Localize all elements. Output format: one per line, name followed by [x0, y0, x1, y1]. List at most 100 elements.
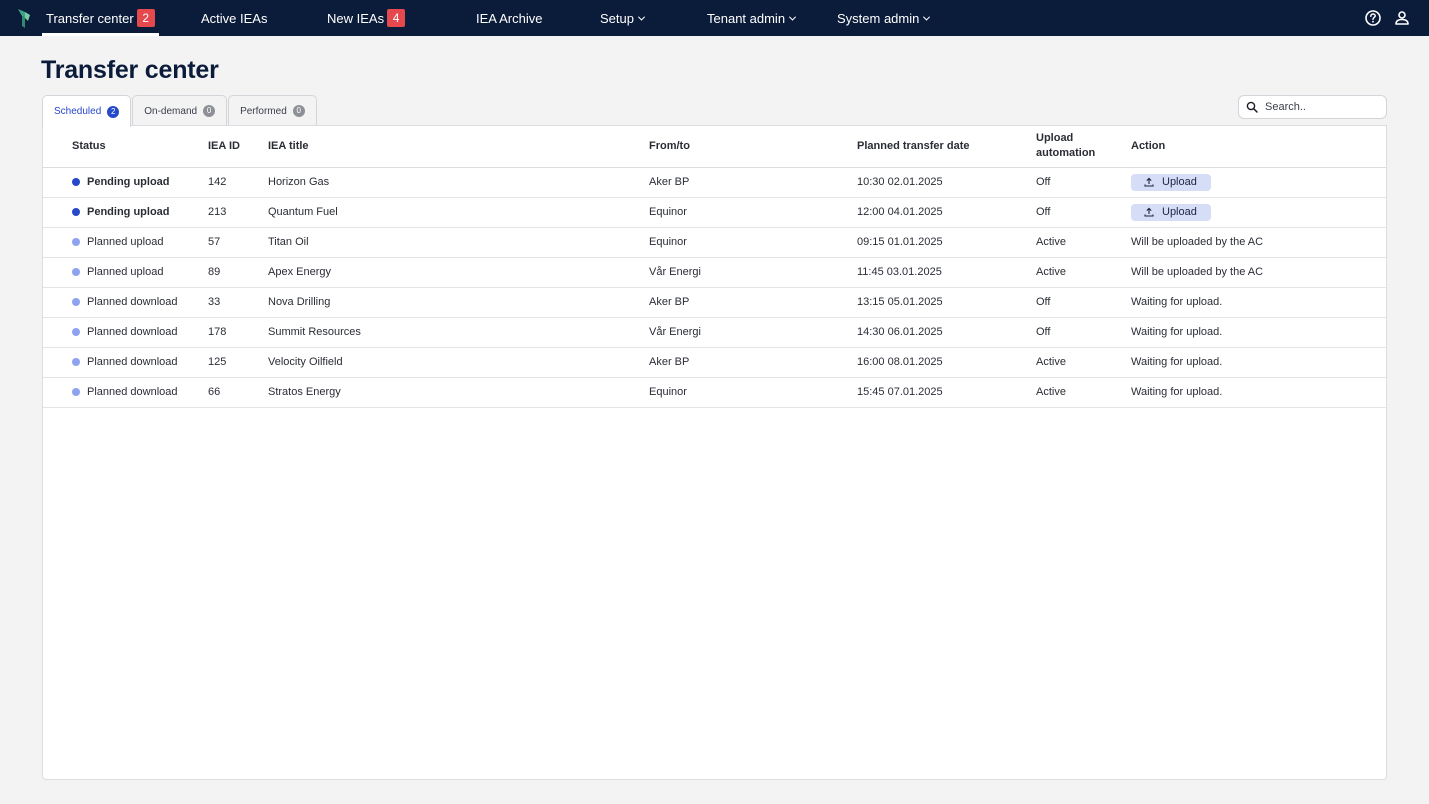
- status-cell: Planned upload: [43, 257, 208, 288]
- iea-id-cell: 66: [208, 377, 268, 408]
- upload-icon: [1144, 177, 1154, 187]
- action-cell: Will be uploaded by the AC: [1131, 227, 1386, 258]
- iea-id-cell: 33: [208, 287, 268, 318]
- nav-system-admin-label: System admin: [837, 10, 920, 26]
- status-text: Pending upload: [87, 176, 170, 188]
- from-to-cell: Aker BP: [649, 347, 857, 378]
- column-header-planned-date[interactable]: Planned transfer date: [857, 126, 1036, 168]
- table-row[interactable]: Planned download 33 Nova Drilling Aker B…: [43, 287, 1386, 318]
- iea-id-cell: 142: [208, 167, 268, 198]
- planned-date-cell: 09:15 01.01.2025: [857, 227, 1036, 258]
- upload-button[interactable]: Upload: [1131, 173, 1211, 191]
- status-cell: Planned download: [43, 287, 208, 318]
- status-dot-pending: [72, 208, 80, 216]
- transfer-table: Status IEA ID IEA title From/to Planned …: [43, 126, 1386, 408]
- iea-id-cell: 57: [208, 227, 268, 258]
- upload-button[interactable]: Upload: [1131, 203, 1211, 221]
- search-box[interactable]: [1238, 95, 1387, 119]
- tab-bar: Scheduled 2 On-demand 0 Performed 0: [42, 95, 318, 127]
- table-row[interactable]: Planned download 125 Velocity Oilfield A…: [43, 347, 1386, 378]
- user-icon[interactable]: [1393, 9, 1411, 27]
- iea-title-cell: Quantum Fuel: [268, 197, 649, 228]
- automation-cell: Active: [1036, 347, 1131, 378]
- planned-date-cell: 14:30 06.01.2025: [857, 317, 1036, 348]
- status-text: Planned download: [87, 296, 178, 308]
- action-cell: Upload: [1131, 167, 1386, 198]
- upload-button-label: Upload: [1162, 176, 1197, 188]
- tab-scheduled[interactable]: Scheduled 2: [42, 95, 132, 127]
- planned-date-cell: 12:00 04.01.2025: [857, 197, 1036, 228]
- status-text: Planned upload: [87, 236, 164, 248]
- column-header-from-to[interactable]: From/to: [649, 126, 857, 168]
- tab-performed-count: 0: [292, 105, 305, 117]
- iea-title-cell: Horizon Gas: [268, 167, 649, 198]
- from-to-cell: Vår Energi: [649, 257, 857, 288]
- status-cell: Pending upload: [43, 197, 208, 228]
- iea-id-cell: 89: [208, 257, 268, 288]
- tab-performed[interactable]: Performed 0: [228, 95, 317, 126]
- status-cell: Planned download: [43, 347, 208, 378]
- automation-cell: Off: [1036, 317, 1131, 348]
- table-header-row: Status IEA ID IEA title From/to Planned …: [43, 126, 1386, 168]
- nav-setup[interactable]: Setup: [600, 0, 646, 36]
- table-row[interactable]: Planned upload 57 Titan Oil Equinor 09:1…: [43, 227, 1386, 258]
- status-dot-planned: [72, 388, 80, 396]
- tab-scheduled-count: 2: [107, 105, 120, 118]
- status-cell: Planned upload: [43, 227, 208, 258]
- status-text: Planned download: [87, 386, 178, 398]
- nav-setup-label: Setup: [600, 10, 634, 26]
- status-dot-planned: [72, 328, 80, 336]
- action-cell: Waiting for upload.: [1131, 377, 1386, 408]
- nav-transfer-center-label: Transfer center: [46, 10, 134, 26]
- transfer-table-panel: Status IEA ID IEA title From/to Planned …: [42, 125, 1387, 780]
- search-input[interactable]: [1265, 101, 1375, 113]
- table-row[interactable]: Planned download 178 Summit Resources Vå…: [43, 317, 1386, 348]
- automation-cell: Active: [1036, 257, 1131, 288]
- planned-date-cell: 13:15 05.01.2025: [857, 287, 1036, 318]
- nav-tenant-admin-label: Tenant admin: [707, 10, 786, 26]
- table-row[interactable]: Planned upload 89 Apex Energy Vår Energi…: [43, 257, 1386, 288]
- table-row[interactable]: Pending upload 213 Quantum Fuel Equinor …: [43, 197, 1386, 228]
- planned-date-cell: 11:45 03.01.2025: [857, 257, 1036, 288]
- status-dot-planned: [72, 268, 80, 276]
- top-nav: Transfer center 2 Active IEAs New IEAs 4…: [0, 0, 1429, 36]
- planned-date-cell: 10:30 02.01.2025: [857, 167, 1036, 198]
- iea-title-cell: Titan Oil: [268, 227, 649, 258]
- table-row[interactable]: Planned download 66 Stratos Energy Equin…: [43, 377, 1386, 408]
- nav-iea-archive[interactable]: IEA Archive: [476, 0, 542, 36]
- action-cell: Upload: [1131, 197, 1386, 228]
- status-dot-pending: [72, 178, 80, 186]
- nav-active-ieas[interactable]: Active IEAs: [201, 0, 267, 36]
- automation-cell: Off: [1036, 197, 1131, 228]
- tab-on-demand-count: 0: [203, 105, 216, 117]
- status-cell: Planned download: [43, 377, 208, 408]
- table-row[interactable]: Pending upload 142 Horizon Gas Aker BP 1…: [43, 167, 1386, 198]
- upload-icon: [1144, 207, 1154, 217]
- status-text: Planned upload: [87, 266, 164, 278]
- from-to-cell: Equinor: [649, 197, 857, 228]
- from-to-cell: Equinor: [649, 377, 857, 408]
- tab-on-demand-label: On-demand: [144, 105, 198, 117]
- nav-iea-archive-label: IEA Archive: [476, 10, 543, 26]
- app-logo-icon[interactable]: [16, 7, 32, 29]
- column-header-iea-title[interactable]: IEA title: [268, 126, 649, 168]
- nav-new-ieas[interactable]: New IEAs 4: [327, 0, 406, 36]
- column-header-action[interactable]: Action: [1131, 126, 1386, 168]
- iea-title-cell: Apex Energy: [268, 257, 649, 288]
- from-to-cell: Aker BP: [649, 287, 857, 318]
- column-header-status[interactable]: Status: [43, 126, 208, 168]
- iea-title-cell: Summit Resources: [268, 317, 649, 348]
- planned-date-cell: 15:45 07.01.2025: [857, 377, 1036, 408]
- page-title: Transfer center: [41, 56, 219, 84]
- column-header-upload-automation[interactable]: Upload automation: [1036, 126, 1131, 168]
- nav-transfer-center[interactable]: Transfer center 2: [42, 0, 159, 36]
- chevron-down-icon: [923, 13, 931, 21]
- status-cell: Pending upload: [43, 167, 208, 198]
- column-header-iea-id[interactable]: IEA ID: [208, 126, 268, 168]
- help-icon[interactable]: [1364, 9, 1382, 27]
- nav-system-admin[interactable]: System admin: [837, 0, 931, 36]
- tab-on-demand[interactable]: On-demand 0: [132, 95, 228, 126]
- nav-tenant-admin[interactable]: Tenant admin: [707, 0, 797, 36]
- status-cell: Planned download: [43, 317, 208, 348]
- action-cell: Waiting for upload.: [1131, 317, 1386, 348]
